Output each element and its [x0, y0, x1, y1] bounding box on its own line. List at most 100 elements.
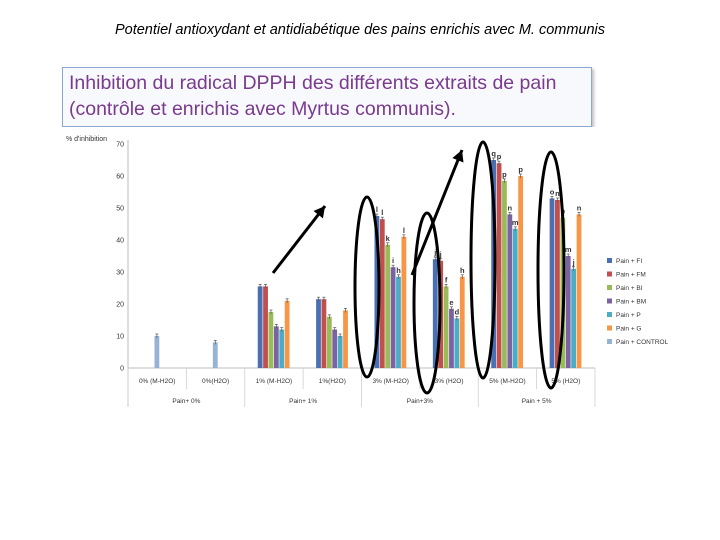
significance-letter: p — [502, 170, 507, 179]
annotation-ellipse — [353, 195, 381, 379]
bar — [343, 310, 348, 368]
x-tick-label: 5% (H2O) — [551, 378, 580, 385]
significance-letter: m — [512, 218, 519, 227]
legend-swatch — [607, 312, 612, 317]
x-tick-label: 3% (H2O) — [435, 378, 464, 385]
bar — [502, 180, 507, 368]
legend-label: Pain + FM — [616, 272, 646, 279]
bar — [279, 329, 285, 368]
significance-letter: i — [392, 256, 394, 265]
significance-letter: h — [460, 266, 465, 275]
bar — [549, 198, 555, 368]
bar — [316, 299, 321, 368]
bar — [565, 256, 571, 368]
annotation-arrowhead — [452, 150, 464, 163]
bar — [332, 329, 338, 368]
legend-swatch — [607, 298, 612, 304]
legend-label: Pain + CONTROL — [616, 339, 669, 346]
annotations — [271, 140, 566, 395]
bar — [571, 268, 577, 368]
bar — [576, 214, 582, 368]
x-tick-label: 3% (M-H2O) — [372, 378, 408, 385]
x-tick-label: 1% (M-H2O) — [256, 378, 292, 385]
bar — [263, 286, 268, 368]
bar — [459, 276, 465, 368]
significance-letter: n — [555, 189, 560, 198]
significance-letter: l — [403, 226, 405, 235]
annotation-arrowhead — [313, 206, 325, 219]
bar — [385, 244, 391, 368]
group-label: Pain+ 0% — [172, 398, 200, 405]
bar — [212, 342, 218, 368]
significance-letter: p — [497, 152, 502, 161]
annotation-arrow — [271, 205, 327, 274]
y-tick-label: 10 — [116, 334, 124, 341]
bar — [257, 286, 263, 368]
bar — [432, 259, 438, 368]
x-tick-label: 0% (M-H2O) — [139, 378, 175, 385]
legend-swatch — [607, 285, 612, 290]
bar — [337, 336, 343, 368]
legend-swatch — [607, 325, 612, 331]
significance-letter: l — [381, 208, 383, 217]
bar — [507, 214, 513, 368]
legend-label: Pain + BI — [616, 285, 643, 292]
bar — [454, 318, 460, 368]
chart-caption-box: Inhibition du radical DPPH des différent… — [62, 67, 592, 127]
legend-swatch — [607, 258, 612, 263]
significance-letter: j — [439, 250, 442, 259]
bar — [512, 228, 518, 368]
bar — [326, 316, 332, 368]
significance-letter: d — [455, 307, 460, 316]
group-label: Pain+ 1% — [289, 398, 317, 405]
bar — [396, 276, 401, 368]
bar — [273, 326, 279, 368]
bar — [154, 336, 160, 368]
legend-label: Pain + FI — [616, 258, 642, 265]
significance-letter: f — [445, 275, 448, 284]
plot-area: % d'inhibition 0 10 20 30 40 50 60 70 0% (M-H2O) 0… — [66, 136, 669, 407]
bar — [374, 216, 380, 368]
significance-letter: e — [449, 298, 453, 307]
x-tick-label: 1%(H2O) — [319, 378, 346, 385]
group-label: Pain + 5% — [522, 398, 552, 405]
x-tick-label: 0%(H2O) — [202, 378, 229, 385]
annotation-ellipse — [469, 140, 497, 380]
bar — [321, 299, 327, 368]
bar — [555, 200, 560, 368]
y-axis-label: % d'inhibition — [66, 136, 107, 143]
significance-letter: n — [577, 203, 582, 212]
significance-letter: o — [550, 187, 555, 196]
bar — [443, 286, 449, 368]
bar — [496, 163, 502, 368]
bar — [401, 236, 407, 368]
page-title: Potentiel antioxydant et antidiabétique … — [114, 22, 606, 38]
legend-label: Pain + G — [616, 326, 641, 333]
legend-swatch — [607, 271, 612, 277]
annotation-ellipse — [536, 150, 566, 390]
y-tick-label: 30 — [116, 270, 124, 277]
annotation-arrow — [410, 149, 464, 276]
group-label: Pain+3% — [407, 398, 433, 405]
significance-letter: n — [508, 203, 513, 212]
y-tick-label: 40 — [116, 238, 124, 245]
chart-caption: Inhibition du radical DPPH des différent… — [69, 72, 557, 120]
y-tick-label: 60 — [116, 174, 124, 181]
y-tick-label: 20 — [116, 302, 124, 309]
significance-letter: l — [376, 205, 378, 214]
bar — [379, 219, 385, 368]
significance-letter: p — [518, 165, 523, 174]
bar — [390, 267, 396, 368]
bar — [284, 300, 290, 368]
significance-letter: j — [572, 258, 575, 267]
y-tick-label: 50 — [116, 206, 124, 213]
annotation-ellipse — [412, 211, 442, 395]
bar — [449, 308, 454, 368]
bar — [518, 176, 524, 368]
significance-letter: h — [396, 266, 401, 275]
significance-letter: q — [491, 149, 496, 158]
y-tick-label: 70 — [116, 142, 124, 149]
significance-letter: j — [433, 248, 436, 257]
significance-letter: m — [565, 245, 572, 254]
